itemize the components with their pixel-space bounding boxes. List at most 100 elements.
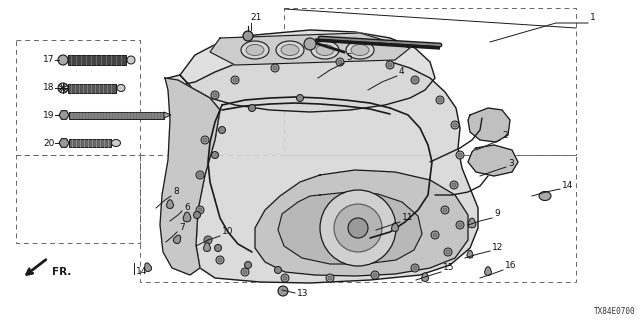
Circle shape <box>458 153 462 157</box>
Text: 10: 10 <box>222 228 234 236</box>
Ellipse shape <box>111 140 120 147</box>
Text: TX84E0700: TX84E0700 <box>595 307 636 316</box>
Polygon shape <box>145 263 152 271</box>
Circle shape <box>326 274 334 282</box>
Bar <box>68 55 126 65</box>
Circle shape <box>278 286 288 296</box>
Circle shape <box>336 58 344 66</box>
Polygon shape <box>59 111 69 119</box>
Polygon shape <box>59 139 69 147</box>
Circle shape <box>218 126 225 133</box>
Circle shape <box>433 233 437 237</box>
Circle shape <box>213 93 217 97</box>
Polygon shape <box>183 212 191 222</box>
Polygon shape <box>467 250 473 258</box>
Circle shape <box>453 123 457 127</box>
Circle shape <box>411 264 419 272</box>
Circle shape <box>211 151 218 158</box>
Polygon shape <box>164 112 171 118</box>
Circle shape <box>244 261 252 268</box>
Circle shape <box>241 268 249 276</box>
Circle shape <box>233 78 237 82</box>
Circle shape <box>281 274 289 282</box>
Text: 14: 14 <box>562 180 573 189</box>
Circle shape <box>452 183 456 187</box>
Circle shape <box>456 151 464 159</box>
Polygon shape <box>180 30 435 112</box>
Polygon shape <box>278 192 422 264</box>
Circle shape <box>338 60 342 64</box>
Circle shape <box>413 266 417 270</box>
Circle shape <box>243 31 253 41</box>
Text: 16: 16 <box>505 261 516 270</box>
Ellipse shape <box>127 56 135 64</box>
Polygon shape <box>392 223 399 232</box>
Text: 1: 1 <box>590 13 596 22</box>
Text: 4: 4 <box>399 68 404 76</box>
Text: FR.: FR. <box>52 267 72 277</box>
Text: 3: 3 <box>508 158 514 167</box>
Circle shape <box>458 223 462 227</box>
Circle shape <box>196 206 204 214</box>
Circle shape <box>431 231 439 239</box>
Circle shape <box>373 273 377 277</box>
Circle shape <box>218 258 222 262</box>
Bar <box>284 8 576 155</box>
Circle shape <box>444 248 452 256</box>
Ellipse shape <box>241 41 269 59</box>
Text: 18: 18 <box>43 84 54 92</box>
Text: 17: 17 <box>43 55 54 65</box>
Text: 15: 15 <box>443 263 454 273</box>
Polygon shape <box>168 52 478 283</box>
Polygon shape <box>210 33 410 65</box>
Text: 6: 6 <box>184 203 189 212</box>
Ellipse shape <box>311 41 339 59</box>
Circle shape <box>196 171 204 179</box>
Circle shape <box>203 138 207 142</box>
Text: 9: 9 <box>494 209 500 218</box>
Ellipse shape <box>246 44 264 55</box>
Text: 19: 19 <box>43 110 54 119</box>
Bar <box>69 111 164 118</box>
Circle shape <box>450 181 458 189</box>
Circle shape <box>204 236 212 244</box>
Text: 7: 7 <box>179 223 185 233</box>
Circle shape <box>328 276 332 280</box>
Bar <box>140 155 576 282</box>
Circle shape <box>443 208 447 212</box>
Circle shape <box>275 267 282 274</box>
Ellipse shape <box>276 41 304 59</box>
Circle shape <box>198 173 202 177</box>
Circle shape <box>320 190 396 266</box>
Ellipse shape <box>316 44 334 55</box>
Text: 11: 11 <box>402 213 413 222</box>
Ellipse shape <box>351 44 369 55</box>
Circle shape <box>248 105 255 111</box>
Text: 5: 5 <box>346 53 352 62</box>
Polygon shape <box>173 235 180 244</box>
Text: 21: 21 <box>250 13 261 22</box>
Circle shape <box>386 61 394 69</box>
Polygon shape <box>204 243 211 252</box>
Polygon shape <box>255 170 468 276</box>
Ellipse shape <box>346 41 374 59</box>
Text: 13: 13 <box>297 289 308 298</box>
Text: 20: 20 <box>43 139 54 148</box>
Circle shape <box>193 212 200 219</box>
Polygon shape <box>468 108 510 142</box>
Circle shape <box>273 66 277 70</box>
Circle shape <box>231 76 239 84</box>
Circle shape <box>206 238 210 242</box>
Bar <box>16 155 140 243</box>
Text: 12: 12 <box>492 243 504 252</box>
Text: 2: 2 <box>502 132 508 140</box>
Polygon shape <box>160 78 220 275</box>
Polygon shape <box>166 200 173 209</box>
Circle shape <box>348 218 368 238</box>
Polygon shape <box>468 145 518 176</box>
Circle shape <box>58 55 68 65</box>
Circle shape <box>211 91 219 99</box>
Circle shape <box>304 38 316 50</box>
Circle shape <box>243 270 247 274</box>
Circle shape <box>283 276 287 280</box>
